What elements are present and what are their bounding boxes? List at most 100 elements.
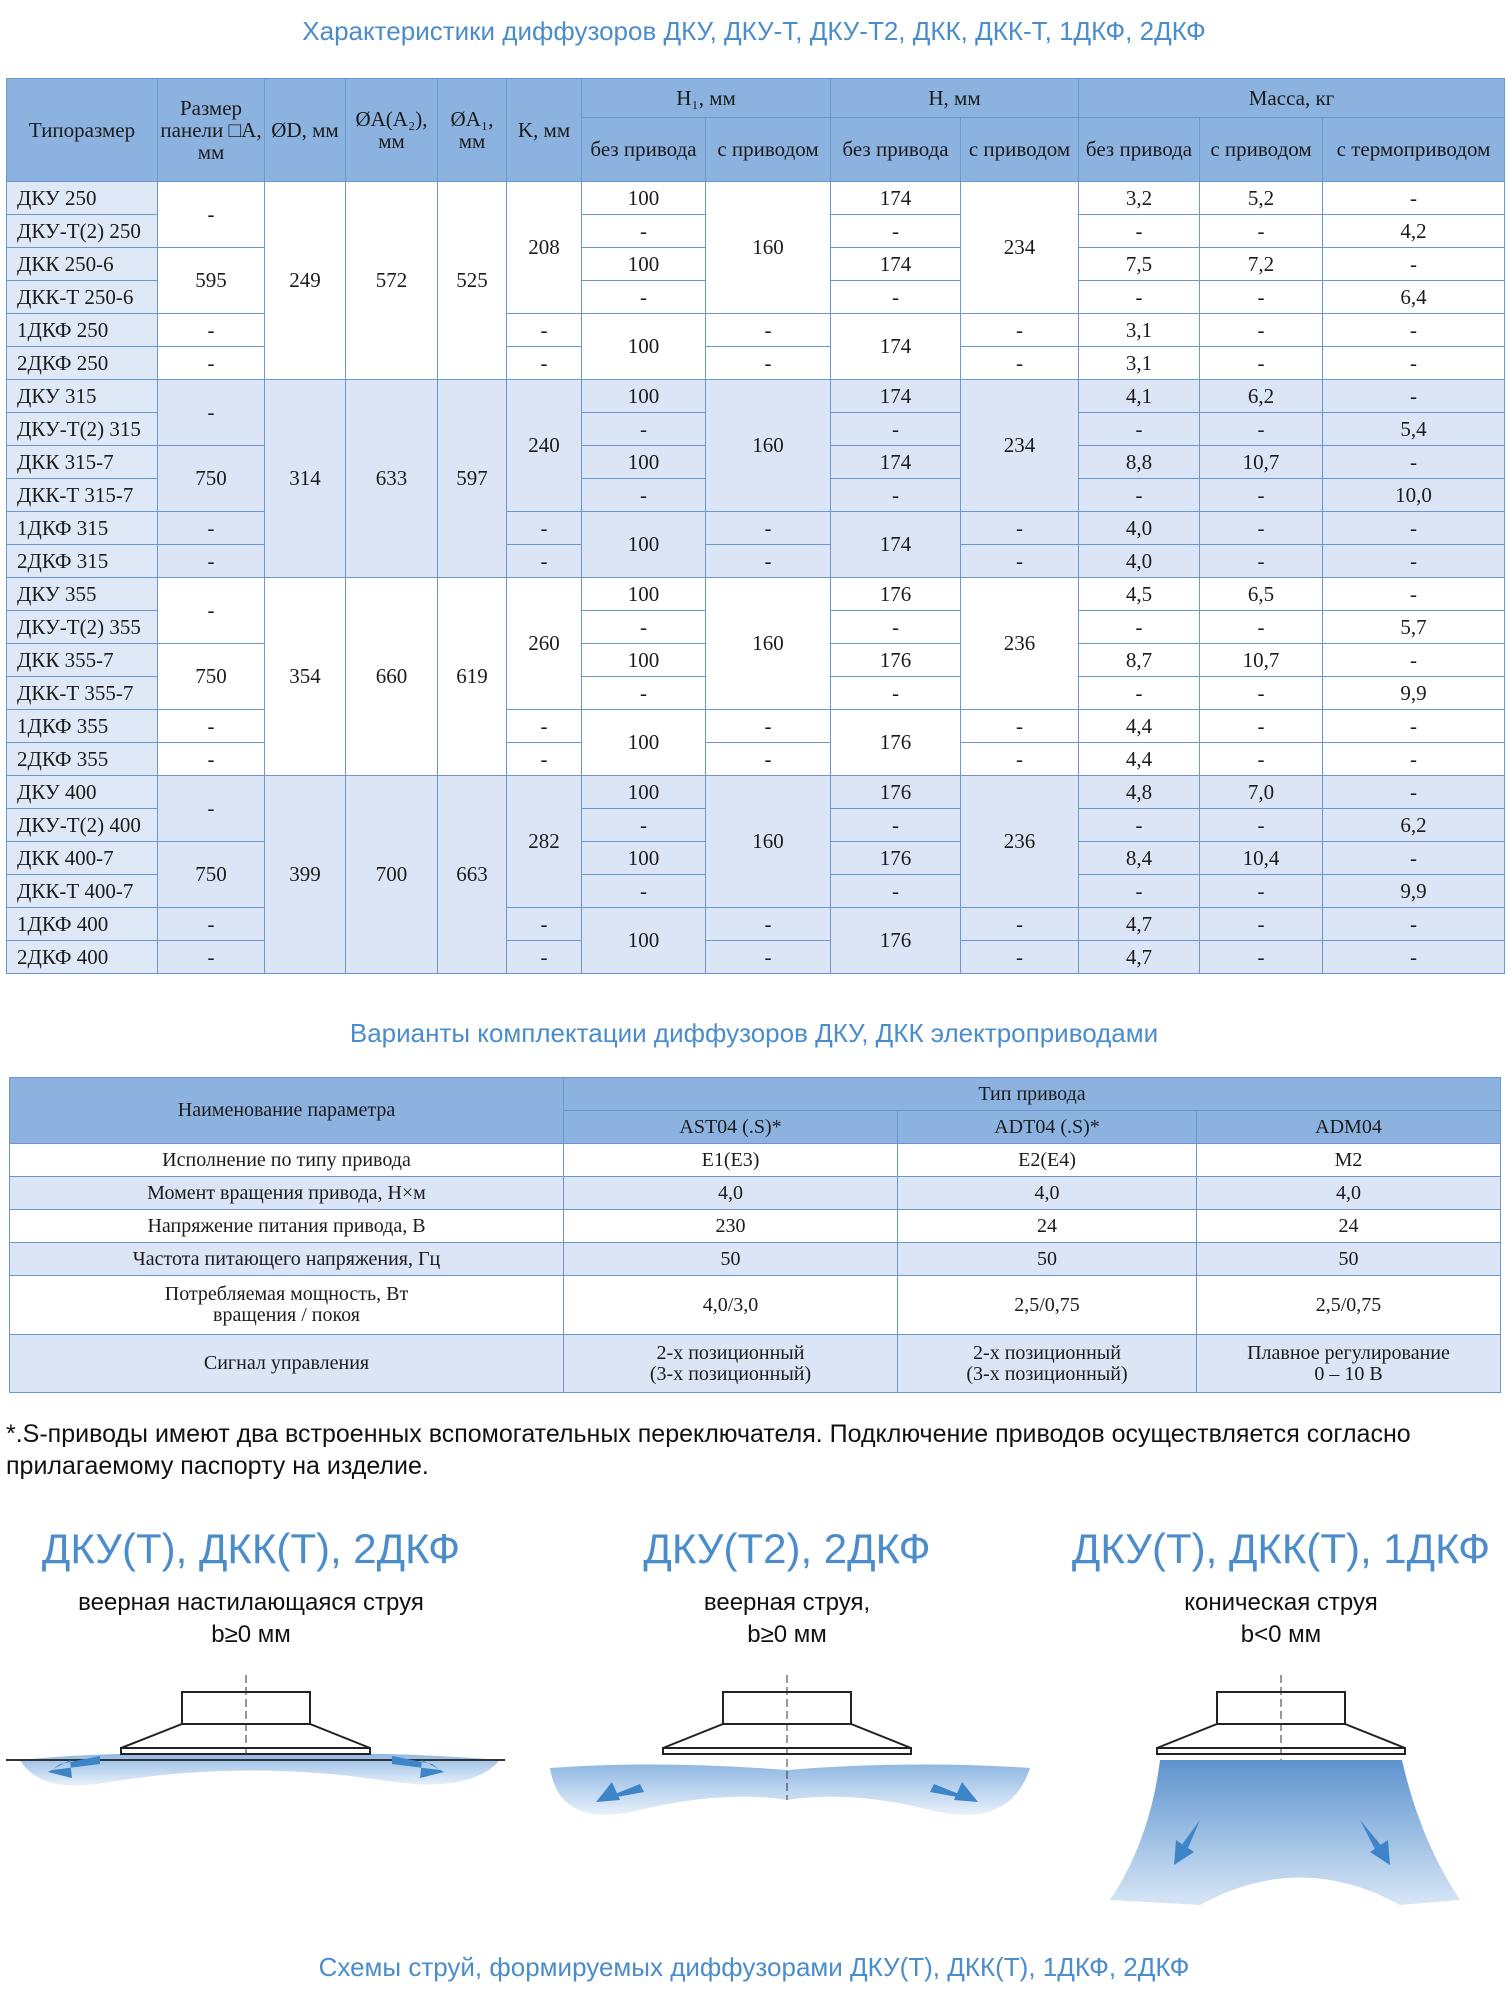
cell: - [1199,940,1324,974]
cell: - [704,544,832,578]
cell: - [1322,544,1506,578]
cell: 2,5/0,75 [1196,1275,1501,1335]
name-cell: ДКК 250-6 [6,247,158,281]
cell: 24 [1196,1209,1501,1243]
cell: - [1199,742,1324,776]
scheme-1 [6,1675,505,1786]
cell: 750 [157,445,265,512]
cell: 174 [830,511,962,578]
cell: - [1322,181,1506,215]
cell: 314 [264,379,346,578]
title: Характеристики диффузоров ДКУ, ДКУ-Т, ДК… [302,16,1206,46]
row: ДКУ-Т(2) 400- - - -6,2 [6,808,1506,842]
cell: - [1322,445,1506,479]
cell: - [506,511,582,545]
cell: 282 [506,775,582,908]
cell: 619 [437,577,507,776]
cell: 100 [581,709,706,776]
cell: 100 [581,181,706,215]
scheme-2 [550,1675,1030,1815]
scheme-subtitle: веерная струя, b≥0 мм [703,1589,871,1648]
cell: 4,8 [1078,775,1201,809]
cell: - [1322,940,1506,974]
cell: 2,5/0,75 [897,1275,1197,1335]
cell: - [1199,412,1324,446]
cell: 4,0 [563,1176,898,1210]
cell: 160 [704,577,832,710]
cell: - [506,940,582,974]
cell: - [1322,841,1506,875]
cell: - [1322,709,1506,743]
cell: - [1199,544,1324,578]
cell: 2-х позиционный (3-х позиционный) [897,1334,1197,1393]
cell: 6,4 [1322,280,1506,314]
row: 1ДКФ 355- -100-176-4,4- - [6,709,1506,776]
cell: 240 [506,379,582,512]
header-cell: Тип привода [563,1077,1501,1111]
header-cell: с приводом [704,117,832,182]
cell: - [1322,346,1506,380]
cell: - [581,676,706,710]
cell: 100 [581,907,706,974]
cell: 597 [437,379,507,578]
cell: 3,1 [1078,313,1201,347]
cell: - [1199,478,1324,512]
cell: 4,7 [1078,907,1201,941]
row: ДКУ 400-399 700 663 282 100 160 176 236 4,8 7,0- [6,775,1506,974]
cell: - [506,544,582,578]
cell: - [830,280,962,314]
row: ДКК 355-7 750 100 176 8,7 10,7- [6,643,1506,710]
scheme-subtitle: веерная настилающаяся струя b≥0 мм [78,1589,424,1648]
row: 1ДКФ 400- -100-176-4,7- - [6,907,1506,974]
cell: 160 [704,775,832,908]
cell: E2(E4) [897,1143,1197,1177]
cell: - [704,907,832,941]
cell: 4,5 [1078,577,1201,611]
header-cell: ØD, мм [264,78,346,182]
cell: 10,4 [1199,841,1324,875]
cell: 176 [830,841,962,875]
name-cell: 2ДКФ 400 [6,940,158,974]
name-cell: ДКУ-Т(2) 355 [6,610,158,644]
scheme: ДКУ(Т2), 2ДКФ веерная струя, b≥0 мм [536,1525,1038,1651]
name-cell: ДКУ 400 [6,775,158,809]
row: ДКК-Т 400-7- - - -9,9 [6,874,1506,908]
header-cell: AST04 (.S)* [563,1110,898,1144]
cell: 174 [830,379,962,413]
cell: E1(E3) [563,1143,898,1177]
header-cell: ØA₁, мм [437,78,507,182]
cell: - [960,511,1080,545]
scheme-3 [1110,1675,1460,1905]
cell: 10,0 [1322,478,1506,512]
cell: 4,0 [897,1176,1197,1210]
cell: - [157,511,265,545]
cell: - [1078,412,1201,446]
cell: 595 [157,247,265,314]
name-cell: ДКУ 355 [6,577,158,611]
cell: 4,2 [1322,214,1506,248]
header-cell: ADM04 [1196,1110,1501,1144]
scheme: ДКУ(Т), ДКК(Т), 1ДКФ коническая струя b<0… [1030,1525,1508,1651]
cell: - [581,610,706,644]
name-cell: ДКК-Т 355-7 [6,676,158,710]
cell: 354 [264,577,346,776]
cell: 174 [830,313,962,380]
cell: 249 [264,181,346,380]
cell: Плавное регулирование 0 – 10 В [1196,1334,1501,1393]
header-cell: H₁, мм [580,78,832,118]
scheme-title: ДКУ(Т2), 2ДКФ [643,1525,931,1572]
cell: 8,4 [1078,841,1201,875]
cell: 100 [581,313,706,380]
row: AST04 (.S)* ADT04 (.S)* ADM04 [10,1110,1501,1144]
cell: 3,1 [1078,346,1201,380]
name-cell: 1ДКФ 250 [6,313,158,347]
cell: 663 [437,775,507,974]
cell: 572 [345,181,438,380]
cell: 176 [830,907,962,974]
cell: 230 [563,1209,898,1243]
cell: - [1078,676,1201,710]
name-cell: 2ДКФ 355 [6,742,158,776]
cell: - [1322,379,1506,413]
row: ДКУ 315-314 633 597 240 100 160 174 234 4,1 6,2- [6,379,1506,578]
cell: 100 [581,577,706,611]
